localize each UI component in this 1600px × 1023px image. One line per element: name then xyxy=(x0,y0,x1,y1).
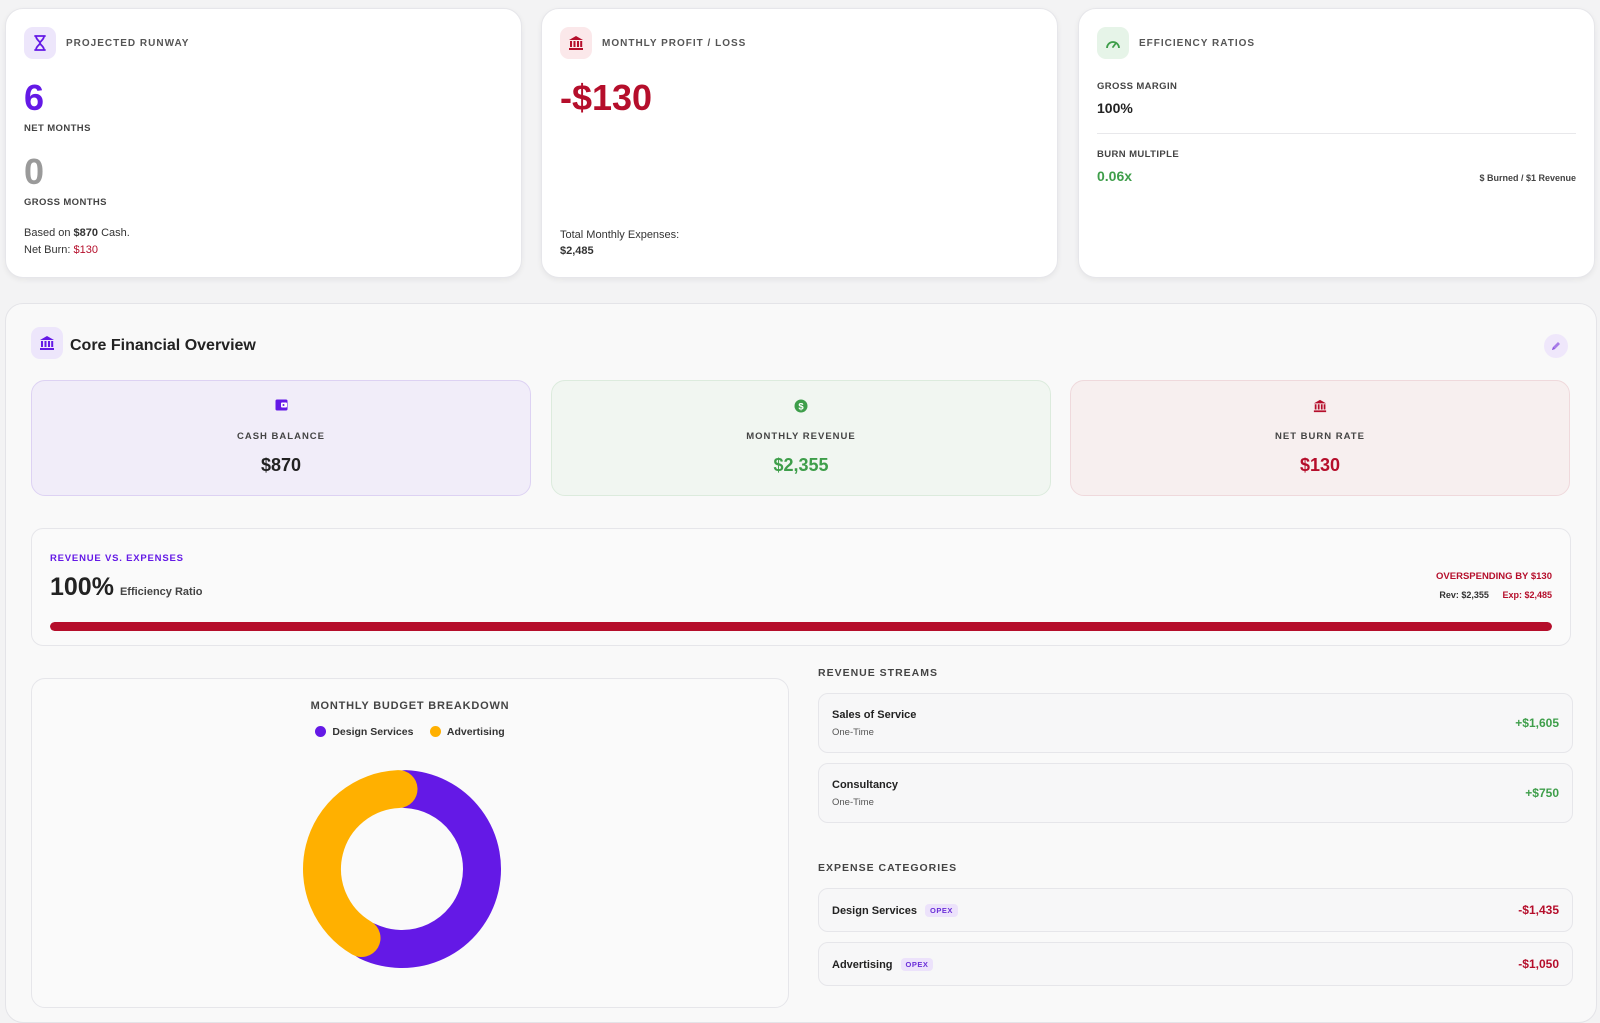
bank-icon xyxy=(31,327,63,359)
monthly-revenue-card: $ MONTHLY REVENUE $2,355 xyxy=(551,380,1051,496)
revenue-stream-name: Consultancy xyxy=(832,779,899,791)
core-financial-overview-panel: Core Financial Overview CASH BALANCE $87… xyxy=(5,303,1597,1023)
bank-icon xyxy=(560,27,592,59)
expense-category-amount: -$1,435 xyxy=(1518,903,1559,917)
donut-slice-advertising[interactable] xyxy=(303,770,418,958)
revenue-stream-amount: +$750 xyxy=(1525,786,1559,800)
efficiency-progress-bar xyxy=(50,622,1552,631)
profit-card-header: MONTHLY PROFIT / LOSS xyxy=(560,27,746,59)
monthly-profit-card: MONTHLY PROFIT / LOSS -$130 Total Monthl… xyxy=(541,8,1058,278)
efficiency-title: EFFICIENCY RATIOS xyxy=(1139,37,1256,49)
runway-basis-text: Based on $870 Cash. Net Burn: $130 xyxy=(24,225,130,259)
bank-icon xyxy=(1071,399,1569,413)
hourglass-icon xyxy=(24,27,56,59)
monthly-revenue-value: $2,355 xyxy=(773,455,829,475)
efficiency-divider xyxy=(1097,133,1576,134)
gross-months-label: GROSS MONTHS xyxy=(24,197,107,208)
net-burn-prefix: Net Burn: xyxy=(24,244,74,256)
efficiency-card-header: EFFICIENCY RATIOS xyxy=(1097,27,1255,59)
overspending-status: OVERSPENDING BY $130 xyxy=(1436,571,1552,582)
revenue-stream-name: Sales of Service xyxy=(832,709,917,721)
revenue-stream-row[interactable]: Sales of Service One-Time +$1,605 xyxy=(818,693,1573,753)
budget-donut-chart xyxy=(303,770,501,968)
pencil-icon xyxy=(1552,342,1560,350)
cash-balance-value: $870 xyxy=(260,455,302,475)
legend-label: Design Services xyxy=(332,725,414,738)
based-on-suffix: Cash. xyxy=(98,227,130,239)
legend-dot xyxy=(315,726,327,737)
opex-badge: OPEX xyxy=(925,904,958,917)
runway-card-header: PROJECTED RUNWAY xyxy=(24,27,189,59)
revenue-stream-type: One-Time xyxy=(832,797,874,808)
revenue-vs-expenses-card: REVENUE VS. EXPENSES 100% Efficiency Rat… xyxy=(31,528,1571,646)
revenue-stream-type: One-Time xyxy=(832,727,874,738)
donut-slice-design-services[interactable] xyxy=(348,770,501,968)
total-expenses-text: Total Monthly Expenses: $2,485 xyxy=(560,227,679,259)
expense-categories-title: EXPENSE CATEGORIES xyxy=(818,862,958,874)
legend-item-advertising[interactable]: Advertising xyxy=(429,725,505,738)
expense-category-name: Design Services xyxy=(832,905,917,917)
expense-category-amount: -$1,050 xyxy=(1518,957,1559,971)
legend-item-design-services[interactable]: Design Services xyxy=(315,726,413,738)
exp-summary: Exp: $2,485 xyxy=(1502,590,1552,600)
runway-title: PROJECTED RUNWAY xyxy=(66,37,190,49)
gross-margin-value: 100% xyxy=(1097,100,1133,116)
efficiency-ratio: 100% Efficiency Ratio xyxy=(50,573,202,602)
net-months-label: NET MONTHS xyxy=(24,123,91,134)
burn-multiple-note: $ Burned / $1 Revenue xyxy=(1479,173,1576,183)
efficiency-ratio-label: Efficiency Ratio xyxy=(119,586,203,598)
wallet-icon xyxy=(32,399,530,411)
profit-title: MONTHLY PROFIT / LOSS xyxy=(602,37,747,49)
net-burn-value: $130 xyxy=(73,244,99,256)
budget-title: MONTHLY BUDGET BREAKDOWN xyxy=(310,700,510,712)
net-months-value: 6 xyxy=(24,77,45,118)
revenue-stream-row[interactable]: Consultancy One-Time +$750 xyxy=(818,763,1573,823)
budget-legend: Design Services Advertising xyxy=(32,724,788,742)
net-burn-rate-label: NET BURN RATE xyxy=(1275,431,1365,442)
net-burn-rate-value: $130 xyxy=(1299,455,1341,475)
legend-label: Advertising xyxy=(446,725,505,738)
cash-balance-label: CASH BALANCE xyxy=(237,431,325,442)
rev-summary: Rev: $2,355 xyxy=(1439,590,1489,600)
expense-category-name-wrap: Design Services OPEX xyxy=(832,904,958,917)
monthly-revenue-label: MONTHLY REVENUE xyxy=(746,431,856,442)
efficiency-ratios-card: EFFICIENCY RATIOS GROSS MARGIN 100% BURN… xyxy=(1078,8,1595,278)
revenue-stream-amount: +$1,605 xyxy=(1515,716,1559,730)
gross-margin-label: GROSS MARGIN xyxy=(1097,81,1178,92)
monthly-budget-breakdown-card: MONTHLY BUDGET BREAKDOWN Design Services… xyxy=(31,678,789,1008)
overview-title: Core Financial Overview xyxy=(70,337,256,354)
cash-balance-card: CASH BALANCE $870 xyxy=(31,380,531,496)
rev-exp-summary: Rev: $2,355 Exp: $2,485 xyxy=(1439,590,1552,600)
edit-button[interactable] xyxy=(1544,334,1568,358)
based-on-prefix: Based on xyxy=(24,227,74,239)
burn-multiple-label: BURN MULTIPLE xyxy=(1097,149,1180,160)
expense-category-row[interactable]: Design Services OPEX -$1,435 xyxy=(818,888,1573,932)
net-burn-rate-card: NET BURN RATE $130 xyxy=(1070,380,1570,496)
total-expenses-value: $2,485 xyxy=(560,245,594,257)
efficiency-ratio-value: 100% xyxy=(50,573,114,601)
based-on-cash: $870 xyxy=(73,227,99,239)
revenue-streams-title: REVENUE STREAMS xyxy=(818,667,939,679)
efficiency-progress-fill xyxy=(50,622,1552,631)
expense-category-name-wrap: Advertising OPEX xyxy=(832,958,934,971)
legend-dot xyxy=(429,726,441,737)
dollar-icon: $ xyxy=(552,399,1050,413)
expense-category-row[interactable]: Advertising OPEX -$1,050 xyxy=(818,942,1573,986)
total-expenses-label: Total Monthly Expenses: xyxy=(560,229,680,241)
rve-title: REVENUE VS. EXPENSES xyxy=(50,553,184,564)
projected-runway-card: PROJECTED RUNWAY 6 NET MONTHS 0 GROSS MO… xyxy=(5,8,522,278)
burn-multiple-value: 0.06x xyxy=(1097,168,1133,184)
gauge-icon xyxy=(1097,27,1129,59)
expense-category-name: Advertising xyxy=(832,959,893,971)
gross-months-value: 0 xyxy=(24,151,45,192)
profit-loss-value: -$130 xyxy=(560,77,653,118)
opex-badge: OPEX xyxy=(900,958,934,971)
svg-text:$: $ xyxy=(798,401,804,412)
